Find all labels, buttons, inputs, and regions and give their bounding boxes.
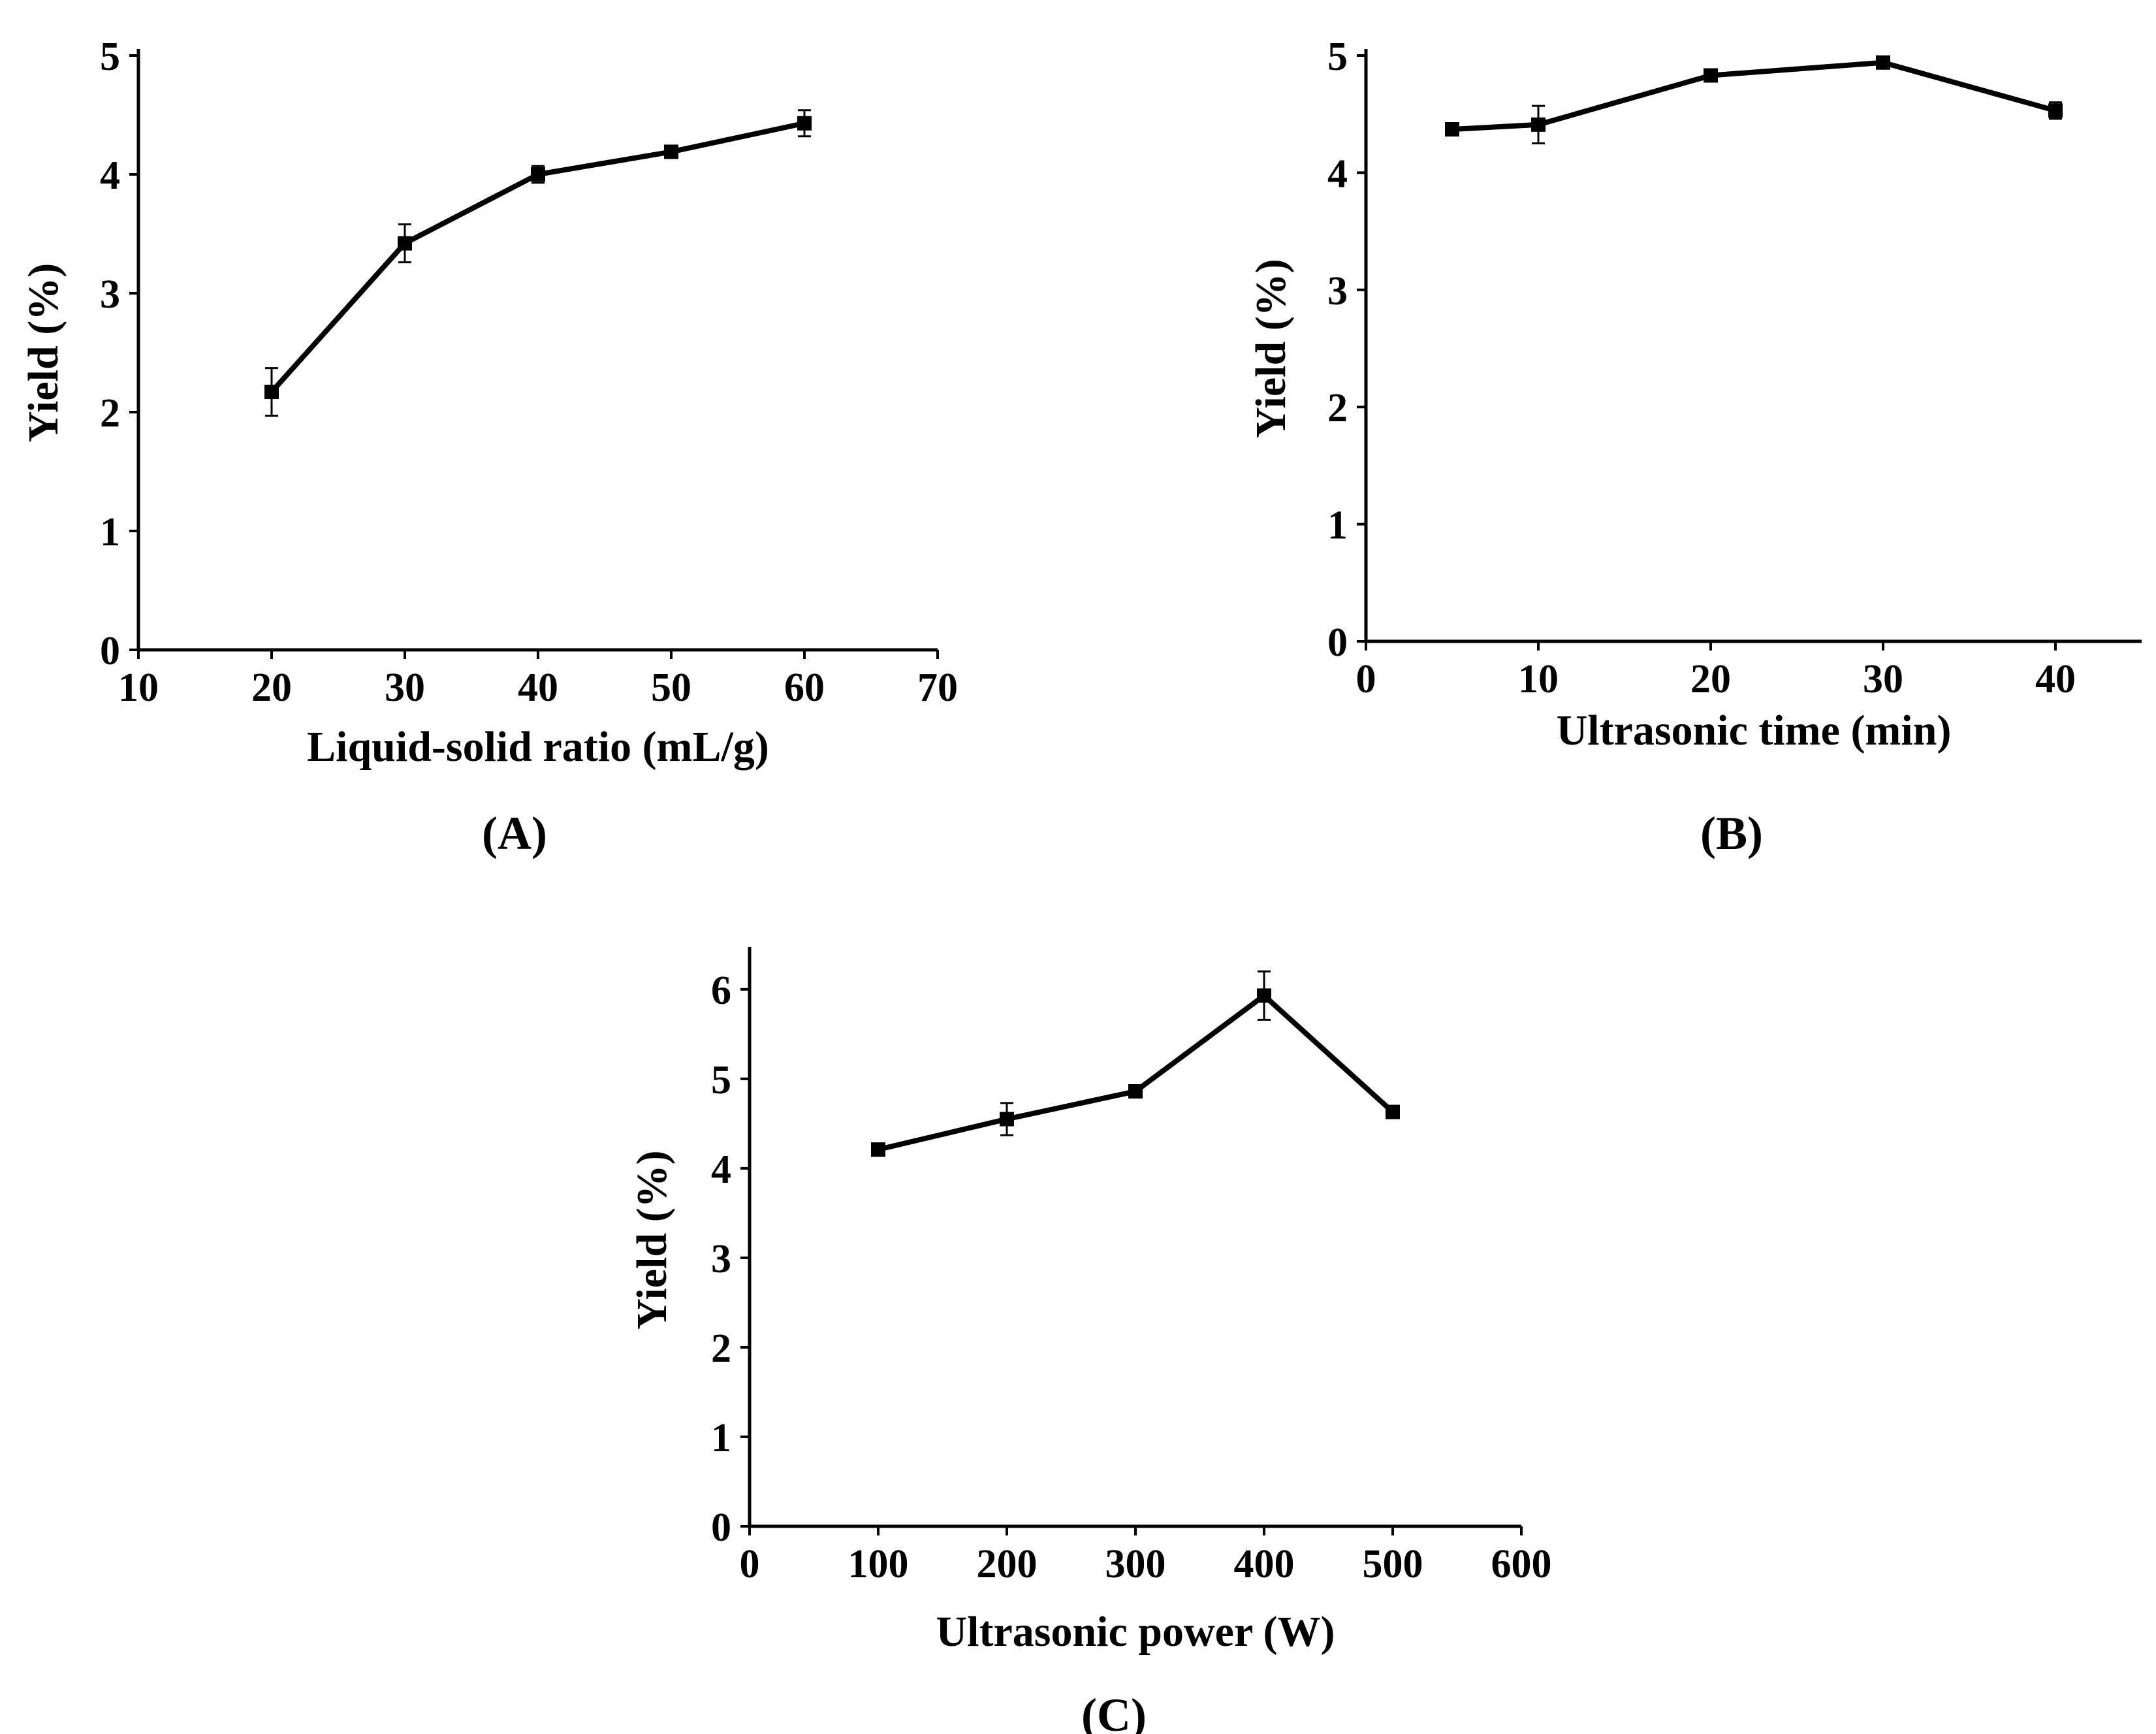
x-axis-title-c: Ultrasonic power (W) (936, 1608, 1335, 1656)
data-point-c (871, 1142, 885, 1157)
y-tick-label-c: 2 (711, 1326, 731, 1371)
x-tick-label-c: 200 (977, 1542, 1038, 1586)
series-line-c (878, 993, 1395, 1152)
data-point-b (1531, 117, 1546, 132)
panel-label-b: (B) (1700, 807, 1763, 859)
x-tick-label-a: 40 (518, 666, 558, 710)
y-tick-label-a: 1 (100, 510, 120, 554)
y-axis-title-b: Yield (%) (1247, 259, 1295, 438)
series-line-a (270, 120, 805, 394)
x-tick-label-b: 0 (1356, 657, 1376, 701)
y-axis-title-c: Yield (%) (628, 1150, 676, 1329)
y-tick-label-b: 3 (1327, 269, 1348, 313)
x-axis-title-b: Ultrasonic time (min) (1557, 707, 1952, 754)
data-point-b (1876, 55, 1890, 70)
data-point-a (664, 144, 678, 159)
y-tick-label-b: 1 (1327, 504, 1348, 548)
x-tick-label-c: 400 (1234, 1542, 1295, 1586)
data-point-a (797, 116, 812, 131)
data-point-b (1704, 68, 1718, 83)
panel-label-c: (C) (1081, 1689, 1147, 1734)
data-point-a (531, 167, 545, 182)
x-tick-label-c: 300 (1105, 1542, 1166, 1586)
x-tick-label-a: 50 (651, 666, 691, 710)
data-point-a (264, 385, 279, 400)
data-point-a (398, 236, 412, 251)
y-tick-label-c: 1 (711, 1416, 731, 1460)
y-tick-label-c: 3 (711, 1237, 731, 1281)
y-tick-label-b: 4 (1327, 152, 1348, 196)
chart-panel-b: 0 10 20 30 40 0 1 2 3 4 5 Ultrasonic time (min) Yiel… (1247, 35, 2142, 859)
y-tick-label-c: 4 (711, 1148, 731, 1192)
data-point-c (1128, 1084, 1143, 1099)
data-point-c (1386, 1104, 1400, 1119)
x-tick-label-c: 600 (1491, 1542, 1552, 1586)
x-tick-label-a: 10 (118, 666, 159, 710)
x-tick-label-b: 20 (1690, 657, 1731, 701)
x-tick-label-a: 70 (917, 666, 958, 710)
panel-label-a: (A) (482, 807, 547, 859)
x-tick-label-c: 500 (1363, 1542, 1423, 1586)
y-tick-label-c: 5 (711, 1058, 731, 1102)
data-point-c (1257, 988, 1271, 1003)
data-point-c (1000, 1112, 1014, 1127)
y-tick-label-b: 5 (1327, 35, 1348, 79)
chart-panel-a: 10 20 30 40 50 60 70 0 1 2 3 4 5 Liquid-solid ratio (… (20, 35, 958, 859)
y-tick-label-a: 2 (100, 391, 120, 436)
x-tick-label-a: 20 (251, 666, 292, 710)
x-tick-label-b: 10 (1518, 657, 1559, 701)
data-point-b (1445, 122, 1459, 137)
y-tick-label-c: 6 (711, 969, 731, 1013)
y-tick-label-a: 4 (100, 153, 120, 198)
x-tick-label-c: 100 (848, 1542, 909, 1586)
y-axis-title-a: Yield (%) (20, 263, 67, 442)
y-tick-label-b: 0 (1327, 620, 1348, 665)
y-tick-label-b: 2 (1327, 386, 1348, 430)
x-tick-label-c: 0 (740, 1542, 760, 1586)
y-tick-label-c: 0 (711, 1505, 731, 1550)
data-point-b (2048, 103, 2063, 118)
x-tick-label-a: 30 (385, 666, 425, 710)
y-tick-label-a: 5 (100, 35, 120, 79)
x-tick-label-b: 40 (2035, 657, 2076, 701)
x-axis-title-a: Liquid-solid ratio (mL/g) (307, 723, 769, 771)
y-tick-label-a: 0 (100, 629, 120, 673)
x-tick-label-a: 60 (784, 666, 825, 710)
chart-panel-c: 0 100 200 300 400 500 600 0 1 2 3 4 5 6 Ultrasonic pow… (628, 947, 1552, 1734)
x-tick-label-b: 30 (1863, 657, 1903, 701)
y-tick-label-a: 3 (100, 272, 120, 317)
